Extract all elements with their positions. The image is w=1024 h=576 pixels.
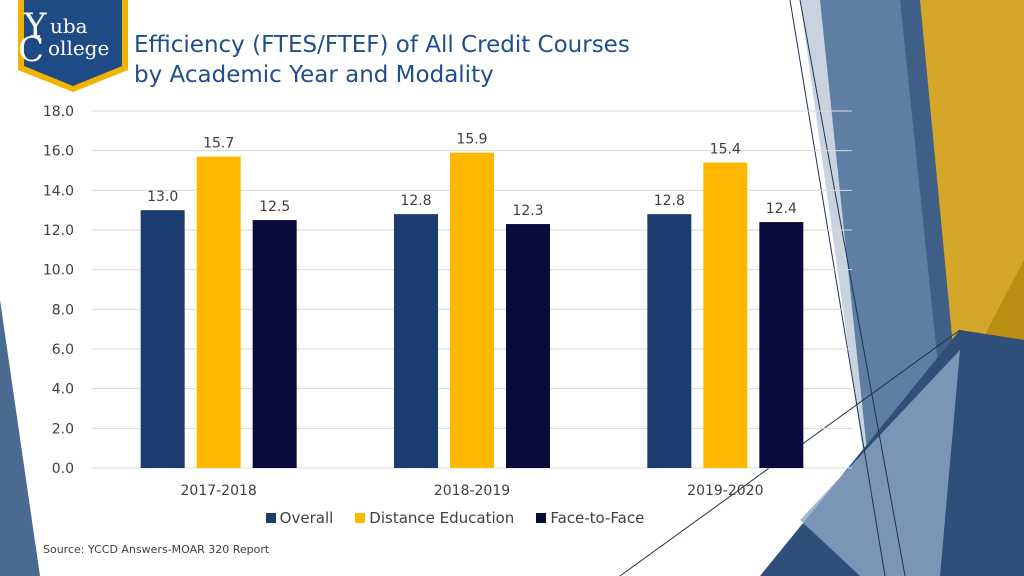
y-tick-label: 4.0 <box>52 382 74 398</box>
bar-overall-0 <box>140 210 185 468</box>
chart-legend: Overall Distance Education Face-to-Face <box>0 509 910 527</box>
data-label: 13.0 <box>147 189 178 205</box>
data-label: 12.4 <box>766 201 797 217</box>
y-tick-label: 2.0 <box>52 421 74 437</box>
data-label: 12.3 <box>512 203 543 219</box>
decor-line-1 <box>789 0 886 576</box>
legend-label-distance-education: Distance Education <box>369 509 515 527</box>
legend-item-face-to-face: Face-to-Face <box>536 509 644 527</box>
y-tick-label: 14.0 <box>43 183 74 199</box>
y-tick-label: 12.0 <box>43 223 74 239</box>
y-tick-label: 8.0 <box>52 302 74 318</box>
decor-shape-left <box>0 300 40 576</box>
bar-distance-education-2 <box>703 162 748 469</box>
chart-title-line-2: by Academic Year and Modality <box>134 62 494 88</box>
legend-swatch-face-to-face <box>536 513 547 523</box>
bar-face-to-face-0 <box>252 220 297 468</box>
logo-text-ollege: ollege <box>48 36 110 60</box>
legend-item-distance-education: Distance Education <box>355 509 514 527</box>
data-label: 12.5 <box>259 199 290 215</box>
chart-title: Efficiency (FTES/FTEF) of All Credit Cou… <box>134 30 630 90</box>
source-note: Source: YCCD Answers-MOAR 320 Report <box>43 543 270 556</box>
legend-swatch-overall <box>265 513 276 523</box>
decor-line-2 <box>799 0 906 576</box>
y-tick-label: 18.0 <box>43 104 74 120</box>
legend-item-overall: Overall <box>265 509 334 527</box>
data-label: 15.4 <box>710 142 741 158</box>
bar-face-to-face-1 <box>506 224 550 468</box>
yuba-college-logo <box>18 0 128 92</box>
y-tick-label: 0.0 <box>52 461 74 477</box>
legend-label-overall: Overall <box>279 509 334 527</box>
legend-label-face-to-face: Face-to-Face <box>550 509 645 527</box>
data-label: 15.9 <box>456 132 487 148</box>
logo-letter-c: C <box>18 30 45 70</box>
logo-text-uba: uba <box>50 14 88 38</box>
x-tick-label: 2019-2020 <box>687 483 763 499</box>
x-tick-label: 2017-2018 <box>181 483 257 499</box>
bar-distance-education-1 <box>450 152 494 468</box>
y-tick-label: 6.0 <box>52 342 74 358</box>
data-label: 12.8 <box>400 193 431 209</box>
x-tick-label: 2018-2019 <box>434 483 510 499</box>
chart-title-line-1: Efficiency (FTES/FTEF) of All Credit Cou… <box>134 32 630 58</box>
bar-overall-2 <box>647 214 692 468</box>
bar-distance-education-0 <box>196 156 241 468</box>
y-tick-label: 10.0 <box>43 263 74 279</box>
decor-shape-steel <box>800 350 960 576</box>
data-label: 15.7 <box>203 136 234 152</box>
data-label: 12.8 <box>654 193 685 209</box>
legend-swatch-distance-education <box>355 513 366 523</box>
y-tick-label: 16.0 <box>43 144 74 160</box>
logo-letter-y: Y <box>24 6 47 46</box>
bar-overall-1 <box>394 214 438 468</box>
bar-face-to-face-2 <box>759 222 804 468</box>
